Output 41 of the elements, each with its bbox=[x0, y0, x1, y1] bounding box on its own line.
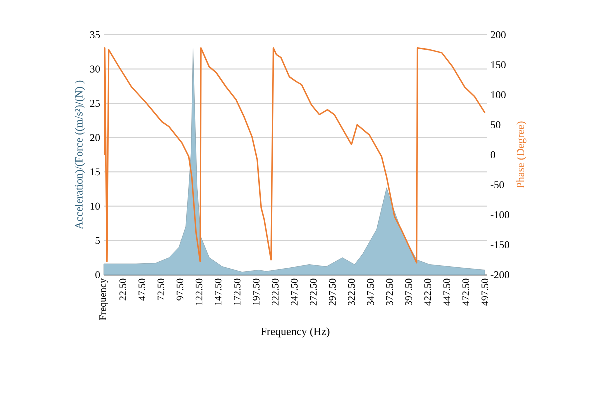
y2-tick-label: -150 bbox=[490, 241, 510, 249]
x-tick-label: 97.50 bbox=[176, 278, 184, 301]
y-tick-label: 5 bbox=[96, 237, 100, 244]
y-tick-label: 10 bbox=[90, 202, 100, 210]
y-tick-label: 0 bbox=[96, 271, 100, 279]
x-tick-label: 72.50 bbox=[158, 278, 165, 300]
x-tick-label: 272.50 bbox=[310, 278, 318, 306]
y2-tick-label: 150 bbox=[491, 61, 506, 69]
y2-tick-label: -200 bbox=[490, 271, 510, 279]
y2-tick-label: 0 bbox=[490, 151, 496, 159]
y2-axis-title: Phase (Degree) bbox=[516, 122, 527, 188]
x-tick-label: 172.50 bbox=[234, 278, 241, 306]
x-tick-label: 47.50 bbox=[138, 278, 146, 301]
x-tick-label: 197.50 bbox=[253, 278, 260, 306]
y-tick-label: 20 bbox=[90, 134, 100, 142]
x-tick-label: 322.50 bbox=[348, 278, 356, 306]
y2-tick-label: 100 bbox=[491, 91, 506, 99]
x-tick-label: 122.50 bbox=[196, 278, 203, 306]
y2-tick-label: 200 bbox=[490, 31, 506, 39]
x-axis-title: Frequency (Hz) bbox=[261, 328, 330, 338]
y2-tick-label: -50 bbox=[490, 181, 504, 189]
x-tick-label: 422.50 bbox=[424, 278, 432, 306]
x-tick-label: 22.50 bbox=[120, 278, 126, 301]
y2-tick-label: -100 bbox=[490, 211, 510, 219]
y-axis-title: Acceleration)/(Force ((m/s²)/(N) ) bbox=[75, 80, 86, 230]
x-tick-label: 472.50 bbox=[462, 278, 470, 306]
y-tick-label: 30 bbox=[90, 66, 100, 73]
y-tick-label: 25 bbox=[90, 100, 100, 108]
y2-tick-label: 50 bbox=[491, 121, 501, 129]
y-tick-label: 35 bbox=[90, 31, 100, 39]
x-tick-label: 297.50 bbox=[329, 278, 336, 306]
x-tick-label: 222.50 bbox=[272, 278, 279, 306]
x-tick-label: Frequency bbox=[100, 278, 108, 320]
x-tick-label: 372.50 bbox=[386, 278, 394, 306]
x-tick-label: 497.50 bbox=[482, 278, 488, 306]
x-tick-label: 247.50 bbox=[291, 278, 298, 306]
y-tick-label: 15 bbox=[90, 168, 100, 176]
x-tick-label: 397.50 bbox=[405, 278, 412, 306]
x-tick-label: 347.50 bbox=[367, 278, 374, 306]
x-tick-label: 447.50 bbox=[444, 278, 450, 306]
x-tick-label: 147.50 bbox=[214, 278, 222, 306]
